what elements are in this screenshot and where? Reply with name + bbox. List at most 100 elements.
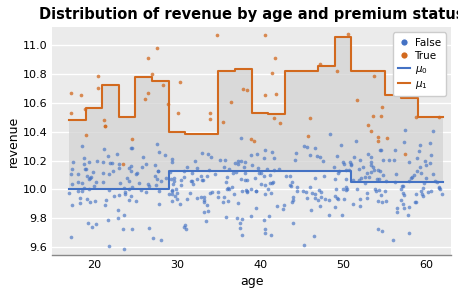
- Point: [338, 142, 345, 147]
- Point: [115, 216, 122, 220]
- Point: [202, 219, 209, 223]
- Point: [194, 196, 201, 201]
- Point: [366, 175, 373, 180]
- Point: [227, 100, 234, 104]
- Point: [436, 115, 443, 119]
- Point: [376, 187, 383, 192]
- Point: [244, 189, 251, 194]
- Point: [100, 146, 107, 151]
- Point: [347, 162, 354, 167]
- Point: [106, 161, 114, 165]
- Point: [359, 165, 366, 170]
- Point: [363, 196, 371, 201]
- Point: [241, 160, 249, 164]
- Point: [410, 173, 418, 178]
- Point: [268, 150, 275, 155]
- Point: [251, 175, 258, 180]
- Point: [193, 166, 201, 171]
- Point: [197, 174, 205, 178]
- Point: [249, 162, 256, 167]
- Point: [83, 133, 90, 137]
- Point: [68, 111, 75, 115]
- Point: [316, 154, 324, 159]
- Point: [116, 193, 123, 197]
- Point: [158, 178, 165, 183]
- Point: [393, 206, 400, 211]
- Point: [86, 200, 93, 205]
- Point: [240, 164, 247, 169]
- Point: [180, 168, 188, 173]
- Point: [414, 169, 421, 173]
- Point: [427, 86, 435, 90]
- Point: [115, 161, 123, 166]
- Point: [273, 91, 280, 96]
- Point: [350, 154, 358, 159]
- Point: [379, 158, 387, 163]
- Point: [332, 194, 339, 199]
- Point: [176, 79, 184, 84]
- Point: [247, 214, 254, 219]
- Point: [234, 159, 242, 164]
- Point: [169, 188, 176, 193]
- Point: [80, 155, 87, 160]
- Point: [374, 227, 382, 231]
- Point: [367, 155, 375, 159]
- Point: [80, 186, 87, 191]
- Point: [242, 188, 249, 192]
- Point: [413, 192, 420, 196]
- Point: [405, 204, 413, 209]
- Point: [260, 173, 267, 178]
- Point: [121, 192, 129, 196]
- Point: [105, 188, 113, 193]
- Point: [133, 199, 140, 204]
- Point: [224, 186, 231, 191]
- Point: [104, 153, 112, 158]
- Point: [242, 177, 249, 182]
- Point: [341, 161, 348, 166]
- Point: [374, 139, 381, 143]
- Point: [319, 159, 327, 164]
- Point: [413, 115, 420, 119]
- Point: [398, 186, 405, 191]
- Point: [74, 189, 81, 194]
- Point: [223, 179, 230, 184]
- Point: [223, 215, 230, 219]
- X-axis label: age: age: [240, 275, 263, 288]
- Point: [372, 189, 380, 193]
- Point: [415, 149, 422, 153]
- Point: [240, 86, 247, 91]
- Point: [68, 181, 76, 186]
- Point: [125, 198, 132, 203]
- Point: [92, 179, 99, 184]
- Point: [120, 227, 127, 232]
- Point: [85, 186, 93, 191]
- Point: [409, 175, 416, 180]
- Point: [300, 242, 308, 247]
- Point: [349, 201, 357, 206]
- Point: [404, 213, 411, 218]
- Point: [288, 200, 295, 205]
- Point: [144, 56, 152, 61]
- Point: [171, 193, 179, 198]
- Point: [225, 186, 232, 191]
- Point: [398, 184, 406, 189]
- Point: [327, 132, 334, 137]
- Point: [331, 165, 338, 169]
- Point: [145, 183, 153, 188]
- Point: [127, 194, 134, 198]
- Point: [186, 191, 194, 196]
- Point: [225, 166, 232, 171]
- Point: [289, 194, 297, 199]
- Point: [367, 162, 375, 167]
- Point: [104, 217, 111, 222]
- Point: [389, 238, 396, 242]
- Point: [68, 203, 75, 207]
- Point: [312, 175, 319, 180]
- Point: [419, 192, 426, 196]
- Point: [109, 168, 117, 173]
- Point: [356, 196, 363, 201]
- Legend: False, True, $\mu_0$, $\mu_1$: False, True, $\mu_0$, $\mu_1$: [393, 32, 446, 96]
- Point: [188, 171, 195, 176]
- Point: [168, 157, 175, 161]
- Point: [265, 213, 273, 218]
